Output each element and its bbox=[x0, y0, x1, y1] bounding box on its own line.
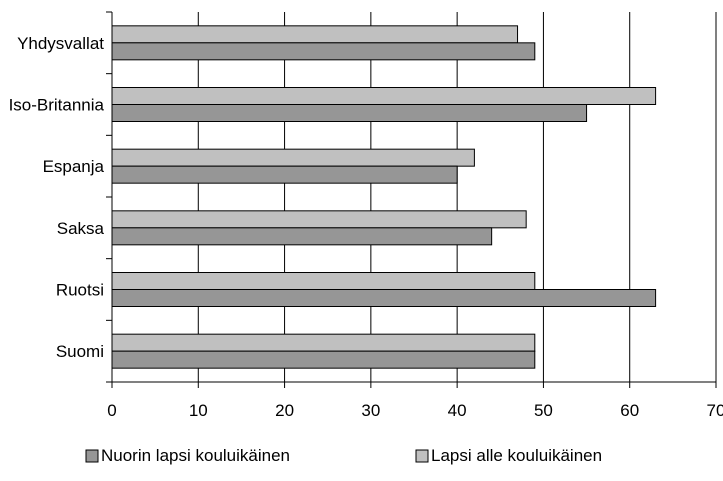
category-label: Espanja bbox=[43, 157, 105, 176]
x-tick-label: 30 bbox=[361, 401, 380, 420]
x-tick-label: 50 bbox=[534, 401, 553, 420]
legend-swatch bbox=[85, 449, 99, 463]
category-label: Iso-Britannia bbox=[9, 96, 105, 115]
category-label: Suomi bbox=[56, 342, 104, 361]
category-label: Ruotsi bbox=[56, 281, 104, 300]
x-tick-label: 20 bbox=[275, 401, 294, 420]
x-tick-label: 60 bbox=[620, 401, 639, 420]
axes bbox=[106, 11, 717, 388]
legend-label: Nuorin lapsi kouluikäinen bbox=[101, 446, 290, 465]
bar bbox=[111, 42, 536, 61]
bar bbox=[111, 227, 493, 246]
gridlines bbox=[197, 12, 717, 382]
bar bbox=[111, 350, 536, 369]
bar bbox=[111, 333, 536, 352]
x-tick-label: 40 bbox=[448, 401, 467, 420]
bar bbox=[111, 87, 657, 105]
bar bbox=[111, 104, 588, 122]
legend: Nuorin lapsi kouluikäinen Lapsi alle koul… bbox=[85, 446, 602, 465]
x-tick-labels: 0 10 20 30 40 50 60 70 bbox=[107, 401, 723, 420]
category-label: Saksa bbox=[57, 219, 105, 238]
bars bbox=[111, 25, 657, 369]
bar bbox=[111, 210, 527, 229]
bar bbox=[111, 148, 475, 167]
x-tick-label: 0 bbox=[107, 401, 116, 420]
category-label: Yhdysvallat bbox=[17, 34, 104, 53]
legend-swatch bbox=[415, 449, 429, 463]
category-labels: Yhdysvallat Iso-Britannia Espanja Saksa Ruot… bbox=[9, 34, 105, 361]
x-tick-label: 10 bbox=[189, 401, 208, 420]
x-tick-label: 70 bbox=[707, 401, 723, 420]
bar bbox=[111, 25, 519, 44]
bar bbox=[111, 272, 536, 290]
bar bbox=[111, 165, 458, 184]
bar bbox=[111, 289, 657, 307]
legend-label: Lapsi alle kouluikäinen bbox=[431, 446, 602, 465]
